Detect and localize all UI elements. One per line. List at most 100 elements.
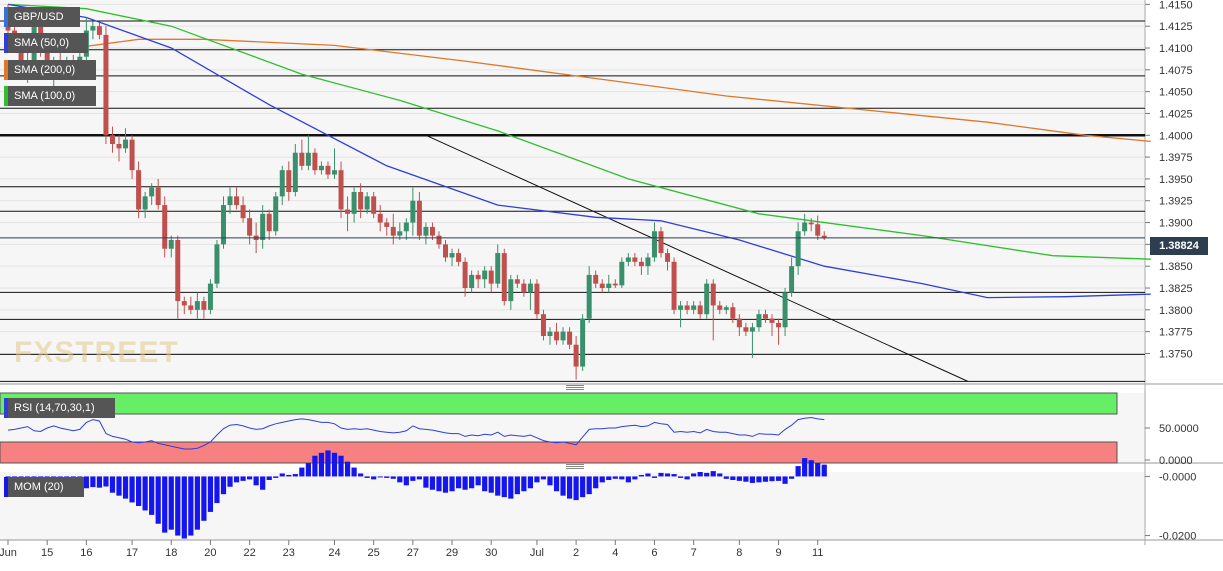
mom-bar [377, 476, 383, 478]
candle-body [188, 305, 194, 310]
panel-resize-handle-rsi[interactable] [566, 464, 584, 469]
mom-bar [677, 476, 684, 478]
mom-bar [181, 476, 187, 539]
candle-body [149, 187, 155, 197]
sma100-line [7, 3, 1151, 260]
candle-body [651, 231, 657, 258]
mom-bar [593, 476, 599, 489]
legend-sma200[interactable]: SMA (200,0) [4, 60, 96, 80]
mom-bar [488, 476, 494, 493]
candle-body [456, 253, 462, 262]
legend-symbol: GBP/USD [4, 7, 80, 27]
candle-body [534, 283, 540, 315]
candle-body [521, 283, 527, 293]
y-tick-label: 1.4100 [1159, 43, 1193, 55]
candle-body [397, 231, 403, 236]
y-tick-label: 1.3925 [1159, 196, 1193, 208]
legend-mom[interactable]: MOM (20) [4, 477, 84, 497]
candle-body [508, 279, 514, 302]
mom-bar [253, 476, 259, 486]
mom-bar [580, 476, 586, 498]
candle-body [194, 301, 200, 310]
candle-body [573, 344, 579, 367]
mom-bar [756, 476, 762, 483]
candle-body [475, 274, 481, 280]
mom-bar [129, 476, 135, 503]
x-tick-label: 8 [736, 547, 742, 559]
candle-body [155, 187, 161, 206]
candle-body [691, 305, 697, 310]
candle-body [815, 224, 821, 236]
mom-bar [802, 458, 808, 477]
candle-body [762, 314, 768, 319]
mom-bar [240, 476, 246, 481]
candle-body [90, 26, 96, 31]
mom-bar [612, 476, 618, 479]
candle-body [18, 46, 24, 62]
candle-body [606, 283, 612, 288]
candle-body [717, 305, 723, 310]
legend-sma50[interactable]: SMA (50,0) [4, 33, 88, 53]
legend-sma100[interactable]: SMA (100,0) [4, 86, 96, 106]
candle-body [371, 196, 377, 214]
x-tick-label: 25 [368, 547, 380, 559]
candle-body [665, 253, 671, 262]
mom-bar [704, 472, 710, 477]
y-tick-label: 1.3950 [1159, 174, 1193, 186]
candle-body [247, 218, 253, 236]
mom-bar [220, 476, 227, 495]
panel-resize-handle-main[interactable] [566, 385, 584, 390]
mom-bar [514, 476, 520, 495]
mom-bar [305, 463, 311, 477]
mom-bar [403, 476, 409, 486]
mom-bar [606, 476, 612, 480]
candle-body [769, 318, 775, 323]
candle-body [697, 305, 703, 315]
x-tick-label: 6 [651, 547, 657, 559]
mom-bar [423, 476, 429, 488]
candle-body [201, 301, 207, 310]
mom-bar [273, 476, 279, 478]
candle-body [540, 314, 546, 336]
x-tick-label: 24 [328, 547, 340, 559]
mom-bar [762, 476, 769, 482]
candle-body [658, 231, 664, 254]
mom-bar [462, 476, 468, 490]
mom-bar [136, 476, 142, 506]
mom-bar [469, 476, 475, 489]
mom-bar [122, 476, 129, 499]
mom-bar [109, 476, 116, 493]
candle-body [821, 235, 827, 238]
x-tick-label: 22 [243, 547, 255, 559]
candle-body [501, 253, 507, 302]
candle-body [325, 165, 331, 175]
y-tick-label: 1.4125 [1159, 21, 1193, 33]
mom-bar [83, 476, 89, 489]
mom-bar [651, 476, 658, 478]
candle-body [338, 170, 344, 210]
mom-bar [553, 476, 560, 492]
mom-bar [260, 476, 266, 490]
mom-bar [769, 476, 775, 482]
legend-sma100-label: SMA (100,0) [14, 90, 76, 102]
candle-body [403, 222, 409, 232]
x-tick-label: 18 [165, 547, 177, 559]
candle-body [351, 192, 357, 214]
candle-body [632, 257, 638, 262]
candle-body [488, 270, 494, 284]
candle-body [142, 196, 148, 210]
candle-body [214, 244, 220, 284]
mom-bar [279, 473, 285, 477]
candle-body [495, 253, 501, 284]
mom-bar [684, 476, 690, 480]
x-tick-label: 2 [573, 547, 579, 559]
mom-bar [155, 476, 161, 524]
candle-body [808, 222, 814, 225]
candle-body [527, 283, 533, 293]
candle-body [795, 231, 801, 267]
y-tick-label: 1.4050 [1159, 87, 1193, 99]
x-tick-label: 9 [775, 547, 781, 559]
mom-bar [286, 474, 292, 477]
legend-rsi[interactable]: RSI (14,70,30,1) [4, 398, 115, 418]
candle-body [645, 257, 651, 267]
